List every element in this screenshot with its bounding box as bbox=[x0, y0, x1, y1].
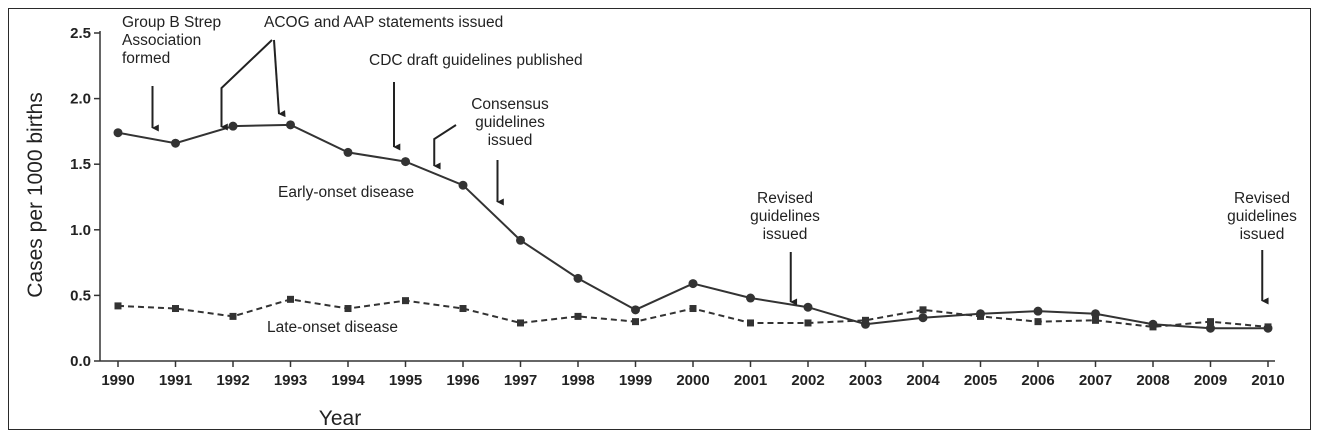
x-tick-label: 1994 bbox=[331, 372, 365, 389]
y-tick-label: 1.5 bbox=[70, 156, 91, 173]
x-tick-label: 2004 bbox=[906, 372, 940, 389]
data-point bbox=[632, 318, 639, 326]
data-point bbox=[517, 319, 524, 327]
data-point bbox=[229, 312, 237, 320]
annotation: Consensus guidelines issued bbox=[433, 96, 549, 206]
y-axis-title: Cases per 1000 births bbox=[24, 92, 47, 297]
data-point bbox=[228, 121, 238, 131]
x-tick-label: 1993 bbox=[274, 372, 307, 389]
series-label: Early-onset disease bbox=[278, 184, 414, 201]
y-tick-label: 2.5 bbox=[70, 25, 91, 42]
x-tick-label: 2001 bbox=[734, 372, 767, 389]
x-tick-label: 1991 bbox=[159, 372, 192, 389]
data-point bbox=[402, 297, 409, 305]
x-tick-label: 1998 bbox=[561, 372, 594, 389]
data-point bbox=[746, 293, 755, 303]
x-tick-label: 1999 bbox=[619, 372, 652, 389]
x-tick-label: 2006 bbox=[1021, 372, 1054, 389]
data-point bbox=[803, 302, 813, 312]
data-point bbox=[918, 313, 928, 323]
annotations: Group B Strep Association formed ACOG and A… bbox=[122, 14, 1297, 306]
x-tick-label: 1990 bbox=[101, 372, 134, 389]
annotation-text: Revised guidelines issued bbox=[1227, 190, 1297, 243]
data-point bbox=[919, 306, 927, 314]
x-tick-label: 1997 bbox=[504, 372, 537, 389]
data-point bbox=[171, 138, 180, 148]
annotation-arrow bbox=[433, 124, 457, 170]
data-point bbox=[343, 147, 353, 157]
data-point bbox=[344, 305, 352, 313]
y-tick-label: 1.0 bbox=[70, 222, 91, 239]
series-late-onset-disease bbox=[114, 295, 1272, 331]
data-point bbox=[516, 235, 525, 245]
annotation: ACOG and AAP statements issued bbox=[220, 14, 503, 131]
data-point bbox=[747, 319, 754, 327]
data-point bbox=[401, 157, 410, 167]
x-tick-label: 2002 bbox=[791, 372, 824, 389]
data-point bbox=[977, 312, 984, 320]
data-point bbox=[114, 302, 122, 310]
data-point bbox=[862, 316, 869, 324]
data-point bbox=[1149, 323, 1157, 331]
data-point bbox=[1092, 316, 1099, 324]
data-point bbox=[459, 305, 467, 313]
data-point bbox=[688, 279, 698, 289]
series-layer: Early-onset disease Late-onset disease bbox=[113, 120, 1273, 336]
data-point bbox=[631, 305, 640, 315]
data-point bbox=[689, 305, 697, 313]
annotation-text: ACOG and AAP statements issued bbox=[264, 14, 503, 31]
annotation: Group B Strep Association formed bbox=[122, 14, 221, 132]
data-point bbox=[573, 273, 583, 283]
x-tick-label: 1996 bbox=[446, 372, 479, 389]
x-tick-label: 2003 bbox=[849, 372, 882, 389]
x-tick-label: 1992 bbox=[216, 372, 249, 389]
x-tick-label: 2008 bbox=[1136, 372, 1169, 389]
data-point bbox=[172, 305, 179, 313]
x-tick-label: 2000 bbox=[676, 372, 709, 389]
data-point bbox=[1206, 323, 1215, 333]
data-point bbox=[1207, 318, 1214, 326]
data-point bbox=[458, 180, 468, 190]
data-point bbox=[113, 128, 123, 138]
x-tick-label: 2009 bbox=[1194, 372, 1227, 389]
annotation-text: CDC draft guidelines published bbox=[369, 52, 583, 69]
data-point bbox=[574, 312, 582, 320]
data-point bbox=[286, 120, 295, 130]
annotation-text: Consensus guidelines issued bbox=[471, 96, 549, 149]
series-label: Late-onset disease bbox=[267, 319, 398, 336]
data-point bbox=[1264, 323, 1272, 331]
x-tick-label: 2010 bbox=[1251, 372, 1284, 389]
data-point bbox=[1034, 318, 1042, 326]
x-axis-title: Year bbox=[319, 407, 361, 430]
y-tick-label: 2.0 bbox=[70, 91, 91, 108]
x-tick-label: 1995 bbox=[389, 372, 422, 389]
annotation-text: Group B Strep Association formed bbox=[122, 14, 221, 67]
annotation: Revised guidelines issued bbox=[750, 190, 820, 306]
annotation-text: Revised guidelines issued bbox=[750, 190, 820, 243]
data-point bbox=[1091, 309, 1100, 319]
annotation-arrow bbox=[273, 39, 286, 118]
data-point bbox=[287, 295, 294, 303]
data-point bbox=[1033, 306, 1043, 316]
axes: 0.0 0.5 1.0 1.5 2.0 2.5 1990 1991 1992 1993 1994 19… bbox=[70, 25, 1285, 389]
x-tick-label: 2005 bbox=[964, 372, 997, 389]
chart-frame bbox=[8, 8, 1311, 430]
series-early-onset-disease bbox=[113, 120, 1273, 333]
annotation: Revised guidelines issued bbox=[1227, 190, 1297, 305]
y-tick-label: 0.5 bbox=[70, 287, 91, 304]
x-tick-label: 2007 bbox=[1079, 372, 1112, 389]
data-point bbox=[804, 319, 812, 327]
annotation: CDC draft guidelines published bbox=[369, 52, 583, 151]
y-tick-label: 0.0 bbox=[70, 353, 91, 370]
annotation-arrow bbox=[220, 39, 273, 131]
